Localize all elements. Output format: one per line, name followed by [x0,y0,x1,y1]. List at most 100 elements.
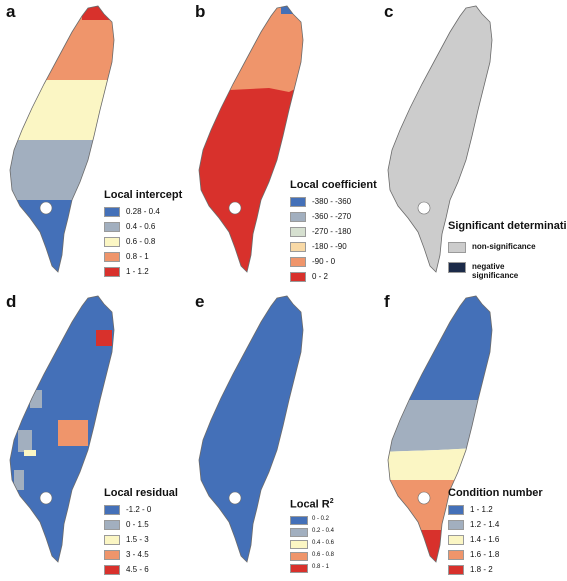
legend-item: 0.6 - 0.8 [104,235,182,250]
panel-label: d [6,292,17,311]
legend-label: 1.4 - 1.6 [470,535,500,544]
legend-condition-number: Condition number 1 - 1.2 1.2 - 1.4 1.4 -… [448,487,543,578]
map-local-r-squared [198,295,304,563]
legend-item: 1.4 - 1.6 [448,533,543,548]
legend-local-residual: Local residual -1.2 - 0 0 - 1.5 1.5 - 3 … [104,487,178,578]
panel-label: a [6,2,16,21]
legend-item: 0 - 1.5 [104,518,178,533]
legend-label: 0.28 - 0.4 [126,207,160,216]
legend-significant-determination: Significant determination non-significan… [448,220,567,280]
legend-swatch [104,520,120,530]
legend-swatch [104,267,120,277]
panel-f: f Condition number 1 - 1.2 1.2 - 1.4 1.4… [378,290,567,580]
legend-item: -360 - -270 [290,210,377,225]
legend-label: 0.4 - 0.6 [312,539,335,546]
legend-item: 0.28 - 0.4 [104,205,182,220]
legend-item: 1.2 - 1.4 [448,518,543,533]
legend-swatch [290,272,306,282]
panel-label: e [195,292,205,311]
legend-swatch [290,539,308,549]
legend-swatch [290,197,306,207]
legend-label: 0 - 2 [312,272,329,281]
legend-label: 0.8 - 1 [312,563,330,570]
legend-item: 0 - 0.2 [290,514,334,526]
legend-swatch [448,262,466,273]
legend-title-text: Local R [290,498,330,511]
legend-label: -90 - 0 [312,257,336,266]
legend-title: Condition number [448,487,543,499]
legend-swatch [290,212,306,222]
legend-label: 0 - 0.2 [312,515,330,522]
legend-swatch [290,257,306,267]
legend-item: 0.4 - 0.6 [290,538,334,550]
legend-item: non-significance [448,240,567,260]
legend-item: 0.8 - 1 [104,250,182,265]
map-condition-number [387,295,493,563]
legend-label: 0.6 - 0.8 [312,551,335,558]
legend-swatch [290,227,306,237]
legend-local-coefficient: Local coefficient -380 - -360 -360 - -27… [290,179,377,285]
legend-item: -90 - 0 [290,255,377,270]
legend-swatch [104,222,120,232]
legend-swatch [104,505,120,515]
legend-item: 1.5 - 3 [104,533,178,548]
legend-swatch [448,550,464,560]
legend-title: Local R2 [290,498,334,511]
map-local-residual [9,295,115,563]
legend-local-intercept: Local intercept 0.28 - 0.4 0.4 - 0.6 0.6… [104,189,182,280]
legend-title: Local coefficient [290,179,377,191]
legend-label: 0.4 - 0.6 [126,222,156,231]
legend-title: Local residual [104,487,178,499]
legend-item: -180 - -90 [290,240,377,255]
legend-item: negative significance [448,260,567,280]
legend-item: 1 - 1.2 [104,265,182,280]
legend-swatch [104,207,120,217]
legend-item: 0 - 2 [290,270,377,285]
legend-label: 1.6 - 1.8 [470,550,500,559]
map-local-coefficient [198,5,304,273]
legend-label: 3 - 4.5 [126,550,149,559]
legend-label: -360 - -270 [312,212,352,221]
panel-b: b Local coefficient -380 - -360 -360 - -… [189,0,378,290]
legend-swatch [448,535,464,545]
legend-swatch [104,535,120,545]
legend-label: 1 - 1.2 [126,267,149,276]
legend-swatch [290,563,308,573]
legend-swatch [290,551,308,561]
legend-swatch [290,242,306,252]
legend-label: 1.2 - 1.4 [470,520,500,529]
legend-label: 0.6 - 0.8 [126,237,156,246]
legend-label: negative significance [472,262,519,280]
legend-swatch [448,565,464,575]
panel-a: a Local intercept 0.28 - 0.4 0.4 - 0.6 0… [0,0,189,290]
legend-swatch [290,515,308,525]
legend-swatch [290,527,308,537]
legend-item: 3 - 4.5 [104,548,178,563]
panel-e: e Local R2 0 - 0.2 0.2 - 0.4 0.4 - 0.6 0… [189,290,378,580]
legend-label: -1.2 - 0 [126,505,152,514]
legend-swatch [448,520,464,530]
legend-item: 1 - 1.2 [448,503,543,518]
legend-item: 1.6 - 1.8 [448,548,543,563]
legend-item: 0.6 - 0.8 [290,550,334,562]
panel-c: c Significant determination non-signific… [378,0,567,290]
legend-item: -380 - -360 [290,195,377,210]
legend-label: 1 - 1.2 [470,505,493,514]
panel-label: c [384,2,394,21]
legend-swatch [104,252,120,262]
legend-label: -270 - -180 [312,227,352,236]
legend-swatch [104,237,120,247]
legend-swatch [104,550,120,560]
legend-label: non-significance [472,242,536,251]
map-significant-determination [387,5,493,273]
legend-label: -180 - -90 [312,242,347,251]
legend-item: 0.2 - 0.4 [290,526,334,538]
legend-item: 4.5 - 6 [104,563,178,578]
legend-local-r-squared: Local R2 0 - 0.2 0.2 - 0.4 0.4 - 0.6 0.6… [290,498,334,574]
legend-title: Significant determination [448,220,567,232]
legend-item: 1.8 - 2 [448,563,543,578]
legend-label: 1.5 - 3 [126,535,149,544]
legend-swatch [448,505,464,515]
legend-swatch [104,565,120,575]
legend-item: 0.4 - 0.6 [104,220,182,235]
